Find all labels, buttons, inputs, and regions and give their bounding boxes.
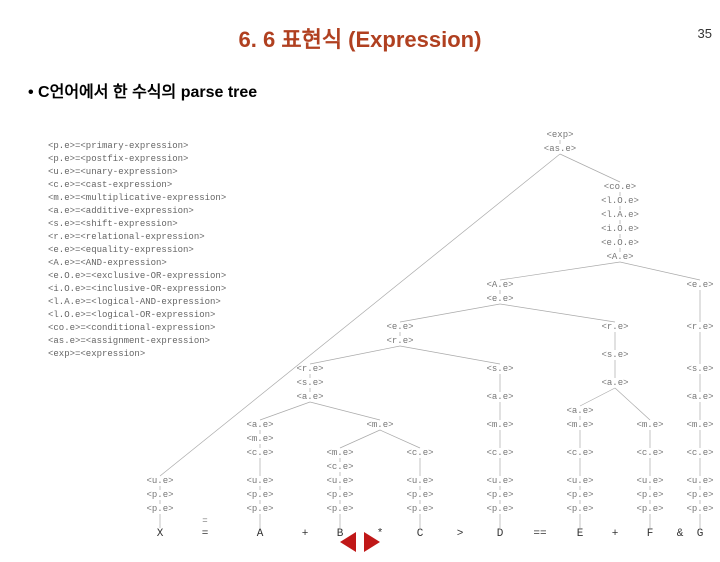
- tree-node: <u.e>: [406, 476, 433, 486]
- tree-node: <u.e>: [686, 476, 713, 486]
- tree-node: <p.e>: [686, 490, 713, 500]
- tree-node: <p.e>: [326, 490, 353, 500]
- tree-node: <p.e>: [146, 504, 173, 514]
- tree-node: <s.e>: [686, 364, 713, 374]
- tree-node: <p.e>: [636, 490, 663, 500]
- tree-node: <u.e>: [146, 476, 173, 486]
- tree-leaf: =: [202, 528, 209, 540]
- prev-button[interactable]: [340, 532, 356, 552]
- next-button[interactable]: [364, 532, 380, 552]
- tree-node: <a.e>: [686, 392, 713, 402]
- tree-leaf: G: [697, 528, 704, 540]
- tree-node: <p.e>: [246, 504, 273, 514]
- tree-node: <m.e>: [566, 420, 593, 430]
- tree-node: <p.e>: [686, 504, 713, 514]
- tree-node: <s.e>: [601, 350, 628, 360]
- tree-node: <a.e>: [601, 378, 628, 388]
- tree-node: <p.e>: [326, 504, 353, 514]
- tree-node: <l.A.e>: [601, 210, 639, 220]
- tree-node: <co.e>: [604, 182, 636, 192]
- tree-leaf: F: [647, 528, 654, 540]
- tree-node: <i.O.e>: [601, 224, 639, 234]
- page-number: 35: [698, 26, 712, 41]
- tree-node: <m.e>: [486, 420, 513, 430]
- tree-node: <e.O.e>: [601, 238, 639, 248]
- tree-node: <u.e>: [326, 476, 353, 486]
- tree-node: <p.e>: [146, 490, 173, 500]
- tree-node: <m.e>: [246, 434, 273, 444]
- tree-node: <s.e>: [486, 364, 513, 374]
- tree-node: <u.e>: [636, 476, 663, 486]
- tree-node: <A.e>: [486, 280, 513, 290]
- tree-node: <p.e>: [566, 490, 593, 500]
- tree-node: <c.e>: [566, 448, 593, 458]
- tree-node: <p.e>: [486, 504, 513, 514]
- tree-node: <u.e>: [486, 476, 513, 486]
- tree-node: <c.e>: [406, 448, 433, 458]
- tree-node: <exp>: [546, 130, 573, 140]
- tree-leaf: >: [457, 528, 464, 540]
- tree-node: <m.e>: [636, 420, 663, 430]
- tree-node: <p.e>: [636, 504, 663, 514]
- tree-node: <r.e>: [686, 322, 713, 332]
- tree-node: <A.e>: [606, 252, 633, 262]
- tree-node: <c.e>: [636, 448, 663, 458]
- tree-node: <m.e>: [686, 420, 713, 430]
- tree-node: <a.e>: [246, 420, 273, 430]
- tree-node: <r.e>: [386, 336, 413, 346]
- tree-node: <a.e>: [566, 406, 593, 416]
- tree-node: <c.e>: [686, 448, 713, 458]
- tree-node: <p.e>: [566, 504, 593, 514]
- tree-node: <m.e>: [366, 420, 393, 430]
- page-title: 6. 6 표현식 (Expression): [0, 22, 720, 54]
- tree-node: <u.e>: [246, 476, 273, 486]
- tree-node: <p.e>: [406, 504, 433, 514]
- tree-node: <m.e>: [326, 448, 353, 458]
- tree-node: <c.e>: [326, 462, 353, 472]
- tree-node: <p.e>: [486, 490, 513, 500]
- tree-leaf: A: [257, 528, 264, 540]
- tree-leaf: E: [577, 528, 584, 540]
- tree-node: <l.O.e>: [601, 196, 639, 206]
- nav-buttons: [340, 532, 380, 552]
- tree-node: <r.e>: [296, 364, 323, 374]
- tree-node: <as.e>: [544, 144, 576, 154]
- tree-leaf: +: [612, 528, 619, 540]
- tree-node: =: [202, 516, 207, 526]
- tree-node: <e.e>: [686, 280, 713, 290]
- tree-node: <a.e>: [296, 392, 323, 402]
- tree-node: <e.e>: [386, 322, 413, 332]
- tree-leaf: +: [302, 528, 309, 540]
- bullet-text: • C언어에서 한 수식의 parse tree: [28, 78, 720, 102]
- tree-node: <c.e>: [486, 448, 513, 458]
- tree-node: <s.e>: [296, 378, 323, 388]
- tree-leaf: ==: [533, 528, 546, 540]
- tree-leaf: C: [417, 528, 424, 540]
- tree-node: <p.e>: [246, 490, 273, 500]
- tree-node: <r.e>: [601, 322, 628, 332]
- tree-node: <c.e>: [246, 448, 273, 458]
- tree-node: <e.e>: [486, 294, 513, 304]
- tree-leaf: D: [497, 528, 504, 540]
- tree-node: <p.e>: [406, 490, 433, 500]
- parse-tree-diagram: <exp> <as.e> = <co.e> <l.O.e> <l.A.e> <i.O.e> <…: [0, 122, 720, 542]
- tree-leaf: &: [677, 528, 684, 540]
- tree-leaf: X: [157, 528, 164, 540]
- tree-node: <a.e>: [486, 392, 513, 402]
- tree-node: <u.e>: [566, 476, 593, 486]
